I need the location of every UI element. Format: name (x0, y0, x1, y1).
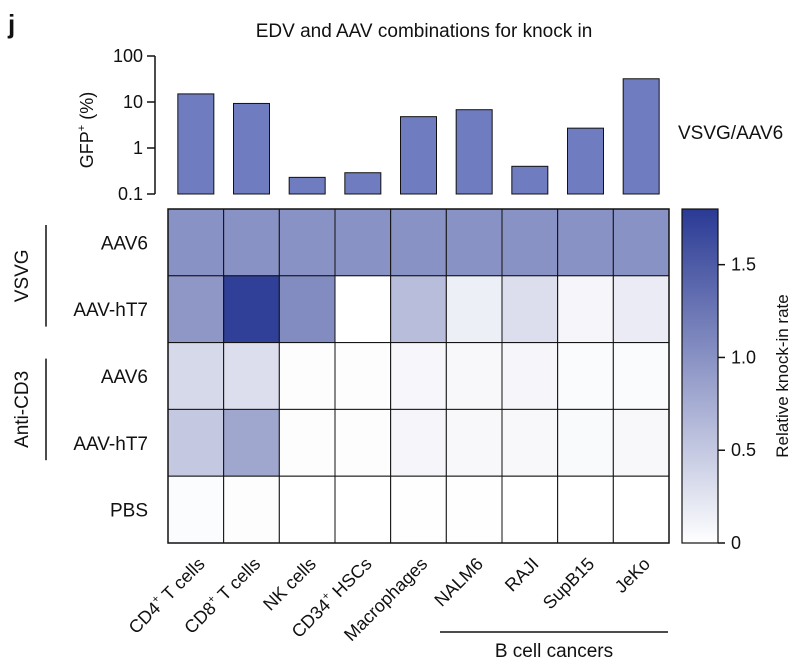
bar-series-label: VSVG/AAV6 (678, 123, 783, 144)
bar-1 (233, 102, 270, 195)
bar-6 (511, 165, 549, 195)
heatmap-cells (167, 208, 670, 544)
heatmap-cell (223, 475, 280, 544)
heatmap-cell (612, 475, 670, 544)
row-group-label: Anti-CD3 (12, 371, 33, 448)
heatmap-cell (278, 342, 336, 410)
colorbar-tick-label: 0.5 (731, 440, 756, 460)
bar-7 (567, 127, 604, 195)
heatmap-cell (390, 475, 447, 544)
colorbar-tick-label: 0 (731, 533, 741, 553)
bar-y-ticks: 0.1 1 10 100 (113, 46, 155, 204)
heatmap-row-labels: AAV6 AAV-hT7 AAV6 AAV-hT7 PBS (73, 233, 148, 521)
heatmap-cell (167, 275, 225, 344)
heatmap-cell (557, 475, 614, 544)
heatmap-border (167, 208, 670, 544)
heatmap-cell (334, 208, 392, 277)
heatmap-cell (223, 208, 280, 277)
heatmap-cell (557, 408, 614, 477)
heatmap-column-label: NALM6 (430, 554, 487, 611)
heatmap-cell (167, 408, 225, 477)
heatmap-cell (612, 208, 670, 277)
bar-0 (177, 93, 215, 195)
heatmap-cell (223, 275, 280, 344)
bar-2 (288, 176, 326, 195)
heatmap-row-label: PBS (110, 501, 148, 522)
heatmap-cell (612, 342, 670, 410)
heatmap-cell (501, 208, 559, 277)
heatmap-cell (167, 208, 225, 277)
heatmap-cell (334, 275, 392, 344)
heatmap-cell (501, 275, 559, 344)
bar-ytick-label: 10 (123, 92, 143, 112)
bar-ytick-label: 100 (113, 46, 143, 66)
heatmap-cell (390, 342, 447, 410)
heatmap-cell (445, 275, 503, 344)
heatmap-cell (612, 408, 670, 477)
heatmap-cell (390, 275, 447, 344)
heatmap-cell (278, 275, 336, 344)
bar-5 (455, 109, 493, 195)
column-group-label: B cell cancers (495, 641, 613, 661)
bar-4 (400, 116, 437, 195)
heatmap-cell (223, 408, 280, 477)
colorbar (681, 208, 719, 544)
heatmap-cell (390, 208, 447, 277)
heatmap-row-label: AAV-hT7 (73, 434, 148, 455)
heatmap-cell (167, 342, 225, 410)
heatmap-row-label: AAV6 (101, 367, 148, 388)
heatmap-row-label: AAV-hT7 (73, 300, 148, 321)
heatmap-cell (167, 475, 225, 544)
heatmap-row-groups: VSVG Anti-CD3 (12, 225, 47, 461)
heatmap-cell (612, 275, 670, 344)
heatmap-cell (334, 408, 392, 477)
heatmap-column-label: JeKo (611, 554, 654, 597)
heatmap-cell (278, 208, 336, 277)
bar-ylabel: GFP+ (%) (76, 92, 97, 168)
heatmap-cell (390, 408, 447, 477)
heatmap-cell (557, 275, 614, 344)
heatmap-row-label: AAV6 (101, 233, 148, 254)
bar-ytick-label: 0.1 (118, 184, 143, 204)
heatmap-cell (445, 208, 503, 277)
heatmap-cell (445, 475, 503, 544)
heatmap-cell (445, 408, 503, 477)
heatmap-cell (278, 475, 336, 544)
row-group-label: VSVG (12, 249, 33, 302)
colorbar-tick-label: 1.0 (731, 347, 756, 367)
bar-8 (622, 78, 660, 195)
heatmap-cell (501, 342, 559, 410)
heatmap-cell (557, 342, 614, 410)
heatmap-column-label: SupB15 (539, 554, 598, 613)
heatmap-cell (501, 475, 559, 544)
heatmap-cell (223, 342, 280, 410)
panel-label: j (7, 9, 15, 39)
heatmap-cell (334, 475, 392, 544)
heatmap-cell (557, 208, 614, 277)
chart-title: EDV and AAV combinations for knock in (256, 21, 593, 42)
colorbar-tick-label: 1.5 (731, 255, 756, 275)
heatmap-column-label: RAJI (501, 554, 543, 596)
bar-3 (344, 172, 382, 195)
heatmap-cell (334, 342, 392, 410)
colorbar-label: Relative knock-in rate (773, 294, 792, 457)
colorbar-ticks: 0 0.5 1.0 1.5 (718, 255, 756, 553)
bar-series (177, 78, 660, 195)
bar-ytick-label: 1 (133, 138, 143, 158)
heatmap-cell (445, 342, 503, 410)
heatmap-cell (278, 408, 336, 477)
heatmap-cell (501, 408, 559, 477)
